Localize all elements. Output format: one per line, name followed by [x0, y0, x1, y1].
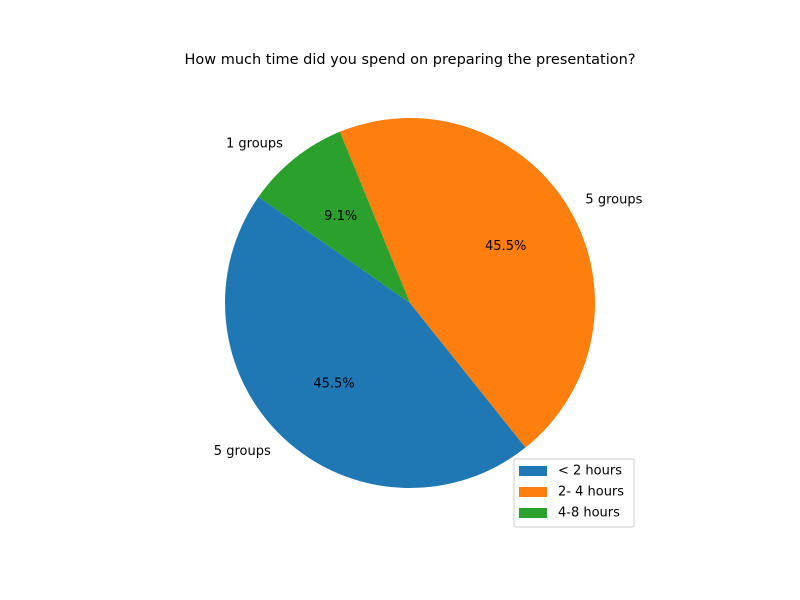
legend-label-1: < 2 hours	[558, 464, 622, 479]
legend-swatch-2	[519, 487, 547, 497]
legend: < 2 hours 2- 4 hours 4-8 hours	[513, 458, 635, 528]
slice-label-3: 1 groups	[226, 137, 283, 152]
legend-label-2: 2- 4 hours	[558, 485, 624, 500]
chart-title: How much time did you spend on preparing…	[184, 52, 635, 68]
legend-swatch-1	[519, 466, 547, 476]
percent-label-1: 45.5%	[313, 376, 354, 391]
slice-label-2: 5 groups	[585, 192, 642, 207]
legend-items: < 2 hours 2- 4 hours 4-8 hours	[519, 464, 624, 521]
pie-labels: 45.5% 5 groups 45.5% 5 groups 9.1% 1 groups	[214, 137, 643, 459]
pie-slice-2	[339, 118, 595, 448]
pie-slices	[224, 118, 595, 489]
pie-slice-1	[224, 196, 526, 489]
legend-label-3: 4-8 hours	[558, 506, 620, 521]
slice-label-1: 5 groups	[214, 444, 271, 459]
legend-swatch-3	[519, 508, 547, 518]
percent-label-2: 45.5%	[485, 239, 526, 254]
pie-slice-3	[258, 131, 410, 303]
percent-label-3: 9.1%	[324, 209, 357, 224]
